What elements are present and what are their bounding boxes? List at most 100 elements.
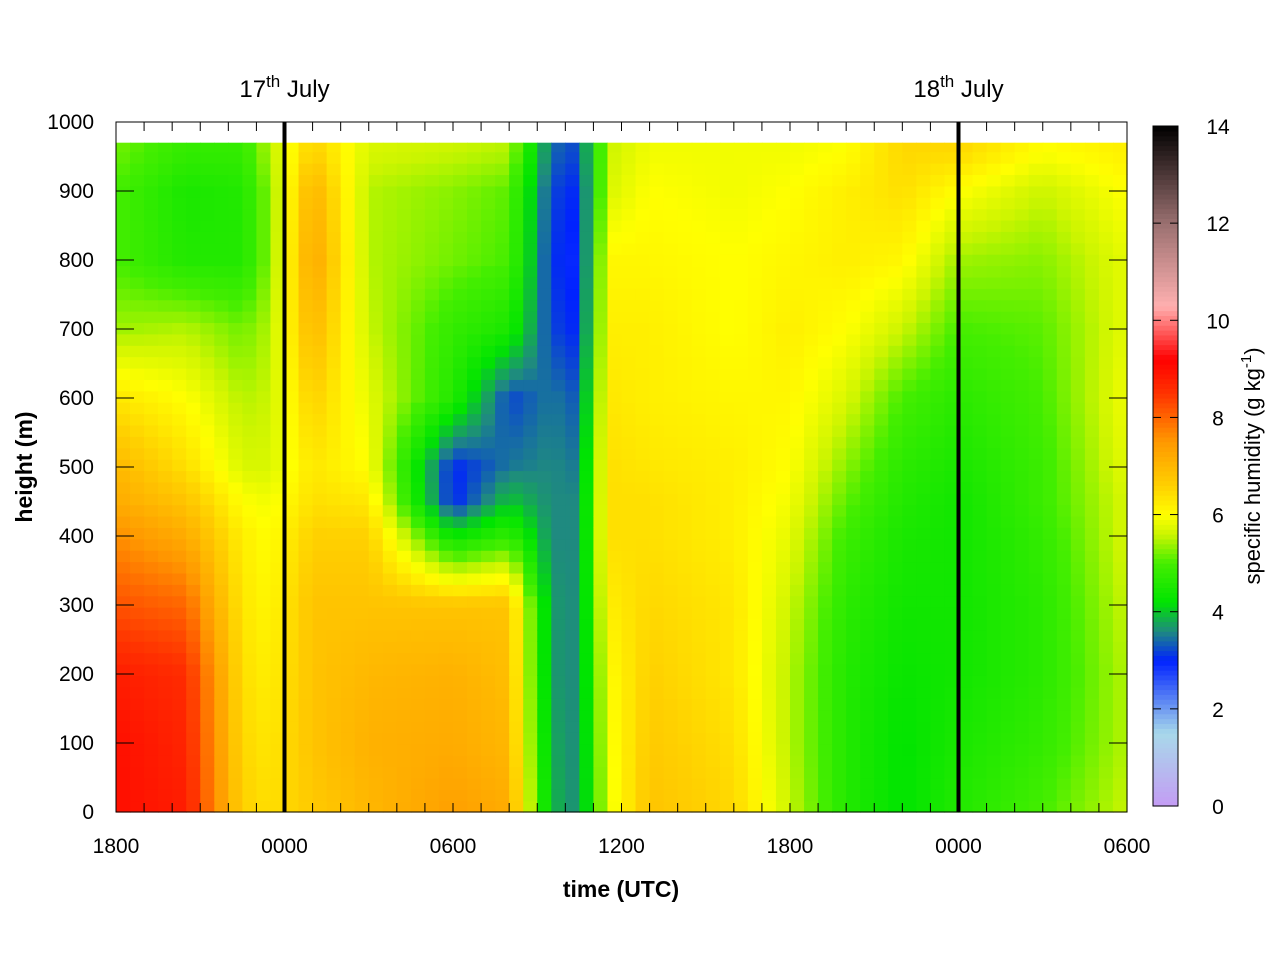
heatmap-cell	[537, 333, 552, 346]
heatmap-cell	[354, 265, 370, 278]
heatmap-cell	[130, 142, 145, 153]
heatmap-cell	[747, 333, 763, 346]
heatmap-cell	[565, 481, 580, 494]
heatmap-cell	[958, 163, 974, 176]
heatmap-cell	[326, 766, 342, 779]
heatmap-cell	[438, 709, 454, 722]
heatmap-cell	[298, 379, 314, 392]
heatmap-cell	[214, 242, 229, 255]
heatmap-cell	[298, 174, 314, 187]
heatmap-cell	[775, 550, 791, 563]
heatmap-cell	[228, 481, 243, 494]
heatmap-cell	[368, 720, 384, 733]
colorbar-segment	[1153, 529, 1178, 535]
heatmap-cell	[368, 265, 384, 278]
heatmap-cell	[860, 595, 875, 608]
heatmap-cell	[1084, 459, 1100, 472]
heatmap-cell	[509, 652, 524, 665]
heatmap-cell	[986, 629, 1002, 642]
heatmap-cell	[312, 493, 328, 506]
heatmap-cell	[719, 595, 735, 608]
heatmap-cell	[1000, 755, 1016, 768]
heatmap-cell	[130, 265, 145, 278]
heatmap-cell	[523, 686, 538, 699]
heatmap-cell	[424, 629, 440, 642]
heatmap-cell	[284, 459, 300, 472]
heatmap-cell	[621, 333, 637, 346]
heatmap-cell	[846, 561, 861, 574]
heatmap-cell	[144, 743, 159, 756]
colorbar-segment	[1153, 495, 1178, 501]
heatmap-cell	[1112, 470, 1128, 483]
heatmap-cell	[719, 345, 735, 358]
heatmap-cell	[326, 459, 342, 472]
heatmap-cell	[284, 333, 300, 346]
heatmap-cell	[733, 402, 749, 415]
heatmap-cell	[747, 538, 763, 551]
heatmap-cell	[986, 720, 1002, 733]
heatmap-cell	[1070, 800, 1086, 813]
heatmap-cell	[579, 652, 595, 665]
heatmap-cell	[677, 607, 693, 620]
heatmap-cell	[186, 288, 201, 301]
heatmap-cell	[284, 379, 300, 392]
heatmap-cell	[242, 436, 258, 449]
heatmap-cell	[705, 367, 721, 380]
heatmap-cell	[733, 174, 749, 187]
heatmap-cell	[1070, 743, 1086, 756]
heatmap-cell	[537, 641, 552, 654]
heatmap-cell	[382, 493, 398, 506]
heatmap-cell	[312, 629, 328, 642]
heatmap-cell	[172, 561, 187, 574]
heatmap-cell	[200, 402, 215, 415]
heatmap-cell	[719, 584, 735, 597]
heatmap-cell	[677, 686, 693, 699]
heatmap-cell	[130, 709, 145, 722]
heatmap-cell	[158, 219, 173, 232]
heatmap-cell	[200, 142, 215, 153]
heatmap-cell	[1014, 356, 1030, 369]
heatmap-cell	[509, 675, 524, 688]
heatmap-cell	[804, 652, 819, 665]
heatmap-cell	[1112, 174, 1128, 187]
colorbar-segment	[1153, 568, 1178, 574]
heatmap-cell	[242, 572, 258, 585]
heatmap-cell	[172, 174, 187, 187]
heatmap-cell	[916, 800, 932, 813]
heatmap-cell	[144, 527, 159, 540]
heatmap-cell	[944, 174, 960, 187]
heatmap-cell	[790, 390, 805, 403]
heatmap-cell	[1028, 652, 1044, 665]
heatmap-cell	[382, 607, 398, 620]
heatmap-cell	[326, 390, 342, 403]
heatmap-cell	[804, 538, 819, 551]
heatmap-cell	[312, 459, 328, 472]
heatmap-cell	[214, 504, 229, 517]
heatmap-cell	[902, 254, 917, 267]
heatmap-cell	[916, 151, 932, 164]
heatmap-cell	[130, 561, 145, 574]
heatmap-cell	[298, 142, 314, 153]
heatmap-cell	[818, 561, 833, 574]
heatmap-cell	[424, 481, 440, 494]
heatmap-cell	[200, 219, 215, 232]
heatmap-cell	[116, 675, 131, 688]
heatmap-cell	[832, 459, 847, 472]
heatmap-cell	[649, 299, 665, 312]
heatmap-cell	[621, 151, 637, 164]
heatmap-cell	[818, 174, 833, 187]
heatmap-cell	[523, 618, 538, 631]
heatmap-cell	[453, 584, 468, 597]
heatmap-cell	[944, 527, 960, 540]
heatmap-cell	[747, 345, 763, 358]
heatmap-cell	[916, 345, 932, 358]
heatmap-cell	[860, 561, 875, 574]
heatmap-cell	[424, 766, 440, 779]
heatmap-cell	[481, 595, 496, 608]
heatmap-cell	[200, 515, 215, 528]
heatmap-cell	[663, 561, 679, 574]
heatmap-cell	[1098, 142, 1114, 153]
heatmap-cell	[551, 367, 566, 380]
heatmap-cell	[818, 550, 833, 563]
heatmap-cell	[298, 595, 314, 608]
